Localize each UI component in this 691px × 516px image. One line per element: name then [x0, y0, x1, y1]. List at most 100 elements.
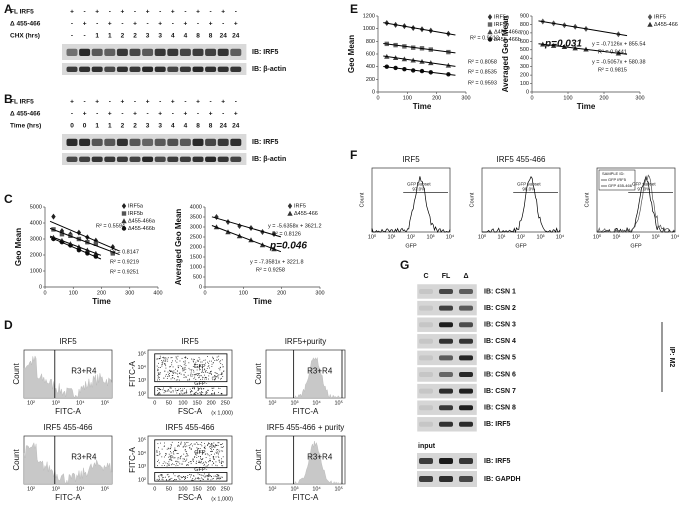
dot [211, 360, 212, 362]
dot [207, 465, 208, 467]
dot [208, 442, 209, 444]
dot [217, 451, 219, 453]
dot [212, 387, 214, 389]
dot [214, 375, 215, 377]
dot [186, 455, 188, 457]
x-tick-label: 10⁰ [368, 233, 377, 240]
dot [220, 374, 222, 375]
dot [192, 479, 193, 481]
trend-line [383, 55, 456, 67]
dot [220, 450, 222, 452]
dot [209, 460, 211, 462]
dot [157, 390, 159, 391]
dot [178, 388, 180, 390]
lane-cell: 1 [108, 33, 112, 40]
dot [194, 479, 196, 481]
dot [168, 459, 170, 461]
dot [191, 375, 193, 377]
y-tick-label: 10⁴ [138, 450, 147, 457]
blot-label: IB: CSN 1 [484, 288, 516, 295]
dot [158, 477, 160, 479]
band [439, 421, 453, 427]
legend-label: Δ455-466a [494, 29, 522, 35]
dot [218, 367, 220, 369]
dot [163, 387, 164, 389]
lane-cell: 8 [209, 123, 213, 130]
dot [180, 390, 182, 392]
y-tick-label: 1200 [363, 13, 375, 19]
dot [212, 461, 213, 462]
dot [175, 357, 177, 359]
dot [200, 456, 201, 457]
dot [220, 393, 222, 395]
dot [216, 359, 218, 361]
x-axis-label: Time [92, 297, 111, 306]
dot [184, 392, 186, 394]
dot [217, 453, 219, 455]
dot [182, 458, 184, 460]
y-tick-label: 1000 [190, 264, 202, 270]
band [419, 421, 433, 427]
dot [180, 373, 182, 375]
marker [487, 22, 493, 27]
y-tick-label: 0 [372, 89, 375, 95]
dot [171, 444, 172, 446]
dot [163, 356, 164, 358]
marker [647, 21, 653, 27]
y-axis-label: Averaged Geo Mean [174, 209, 183, 286]
dot [158, 367, 160, 368]
dot [222, 461, 224, 463]
dot [201, 367, 203, 369]
band [230, 48, 242, 56]
marker [121, 218, 127, 224]
band [79, 156, 91, 162]
y-tick-label: 800 [366, 39, 375, 45]
dot [161, 474, 163, 476]
lane-cell: - [184, 9, 186, 16]
dot [194, 374, 196, 376]
dot [201, 372, 203, 373]
lane-cell: 24 [232, 123, 240, 130]
dot [158, 462, 160, 464]
dot [193, 359, 195, 360]
x-tick-label: 10³ [537, 234, 545, 240]
x-axis-label: FSC-A [178, 407, 203, 416]
dot [174, 450, 175, 451]
dot [163, 456, 165, 458]
dot [218, 460, 220, 462]
dot [213, 478, 215, 480]
marker [121, 226, 127, 231]
gate-label: R3+R4 [307, 453, 333, 462]
lane-cell: + [171, 99, 175, 106]
plot-title: IRF5+purity [285, 337, 327, 346]
dot [164, 357, 166, 359]
dot [196, 447, 198, 449]
dot [161, 465, 163, 467]
blot-label: IB: CSN 3 [484, 322, 516, 329]
dot [172, 456, 174, 458]
lane-cell: + [146, 99, 150, 106]
dot [178, 373, 180, 374]
dot [172, 371, 174, 373]
dot [218, 449, 220, 451]
band [205, 156, 217, 162]
y-tick-label: 900 [520, 13, 529, 19]
dot [176, 460, 178, 462]
dot [192, 374, 194, 376]
dot [182, 388, 184, 390]
x-tick-label: 200 [207, 486, 216, 492]
dot [157, 372, 159, 374]
panel-label: G [400, 258, 409, 272]
dot [171, 360, 173, 362]
lane-cell: + [95, 9, 99, 16]
x-axis-label: FITC-A [55, 493, 81, 502]
dot [184, 449, 186, 450]
band [154, 138, 166, 146]
dot [171, 357, 173, 358]
dot [188, 367, 190, 369]
lane-cell: - [184, 99, 186, 106]
dot [165, 360, 167, 362]
dot [211, 443, 213, 445]
annotation: y = -5.6358x + 3621.2 [268, 223, 322, 229]
dot [208, 464, 210, 466]
